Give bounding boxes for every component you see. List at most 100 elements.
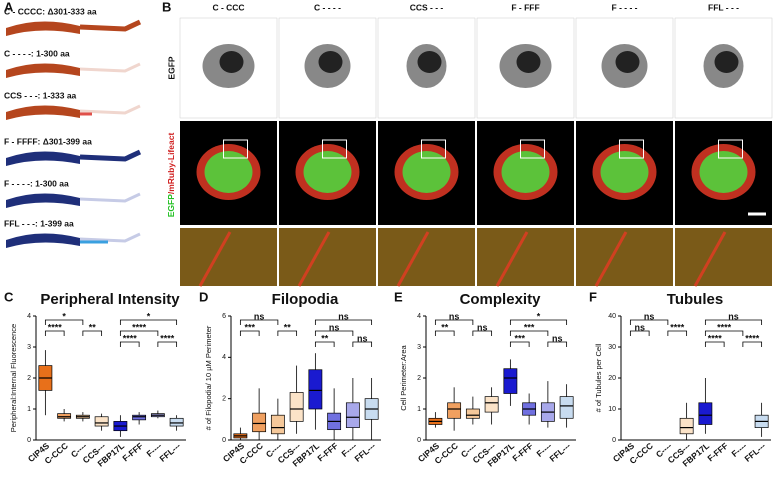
panel-letter: E [394,289,403,304]
significance-label: **** [132,322,147,332]
zoom-box [223,139,248,159]
significance-label: ns [728,311,739,321]
y-tick-label: 0 [417,437,421,444]
significance-bracket [119,341,140,347]
y-tick-label: 30 [608,344,616,351]
chart-title: Filopodia [272,291,339,308]
row-label: EGFP/mRuby-Lifeact [166,133,176,218]
y-axis-label: # of Filopodia/ 10 µM Perimeter [204,325,213,430]
y-tick-label: 2 [222,396,226,403]
y-tick-label: 4 [222,354,226,361]
protein-body [6,105,80,120]
protein-tail [79,62,141,73]
y-axis-label: Cell Perimeter:Area [399,344,408,410]
row-label: EGFP [166,56,176,79]
box [559,396,574,419]
significance-bracket [509,330,549,336]
significance-label: * [62,311,66,321]
filament [693,231,727,287]
significance-label: ns [254,311,265,321]
chart-title: Tubules [667,291,723,308]
significance-bracket [472,330,493,336]
significance-label: ns [634,322,645,332]
cell-green [303,151,352,193]
charts: C Peripheral Intensity Peripheral:Internal… [4,289,771,469]
cell-green [501,151,550,193]
significance-label: ns [552,333,563,343]
significance-bracket [629,319,669,325]
significance-bracket [239,319,279,325]
panel-letter: D [199,289,208,304]
protein-tail [79,192,141,203]
significance-bracket [434,319,474,325]
y-tick-label: 10 [608,406,616,413]
y-tick-label: 4 [417,313,421,320]
protein-body [6,63,80,78]
cell-green [600,151,649,193]
significance-label: ** [321,333,329,343]
column-header: FFL - - - [708,2,739,12]
filament [594,231,628,287]
construct-label: F - - - -: 1-300 aa [4,178,69,188]
box [679,417,694,435]
significance-label: **** [708,333,723,343]
significance-label: ns [338,311,349,321]
zoom-box [520,139,545,159]
cell-nucleus [615,51,640,73]
significance-bracket [277,330,298,336]
column-header: C - - - - [314,2,341,12]
protein-tail [79,149,142,162]
column-header: F - - - - [612,2,638,12]
cell-nucleus [417,51,442,73]
y-tick-label: 2 [27,375,31,382]
y-tick-label: 4 [27,313,31,320]
significance-bracket [629,330,650,336]
zoom-box [718,139,743,159]
y-tick-label: 40 [608,313,616,320]
significance-bracket [434,330,455,336]
significance-label: ns [329,322,340,332]
significance-label: ** [89,322,97,332]
filament [297,231,331,287]
significance-bracket [704,341,725,347]
box [169,417,184,427]
significance-bracket [667,330,688,336]
x-tick-label: FFL--- [547,440,572,463]
significance-label: **** [123,333,138,343]
protein-body [6,233,80,248]
significance-bracket [509,341,530,347]
x-tick-label: F-FFF [315,441,340,464]
significance-label: ** [284,322,292,332]
significance-label: **** [48,322,63,332]
y-tick-label: 0 [222,437,226,444]
significance-bracket [704,330,744,336]
significance-label: * [147,311,151,321]
panel-letter: C [4,289,14,304]
cell-green [204,151,253,193]
panel-a: C - CCCC: Δ301-333 aa C - - - -: 1-300 aa… [4,6,142,248]
significance-label: ns [477,322,488,332]
significance-label: **** [717,322,732,332]
panel-b: EGFP EGFP/mRuby-Lifeact C - CCC C - - - - CC… [166,2,773,287]
y-tick-label: 6 [222,313,226,320]
box [503,368,518,394]
cell-nucleus [318,51,343,73]
chart-title: Complexity [460,291,542,308]
y-tick-label: 3 [417,344,421,351]
significance-label: *** [514,333,525,343]
significance-label: ns [644,311,655,321]
box [465,408,480,419]
y-tick-label: 1 [417,406,421,413]
significance-bracket [314,319,373,325]
box [698,402,713,425]
box [345,402,360,428]
cell-nucleus [219,51,244,73]
significance-label: ** [441,322,449,332]
x-tick-label: FFL--- [157,440,182,463]
zoom-box [322,139,347,159]
column-header: F - FFF [511,2,539,12]
significance-bracket [44,319,84,325]
construct-label: CCS - - -: 1-333 aa [4,90,77,100]
y-axis-label: # of Tubules per Cell [594,343,603,412]
significance-bracket [314,341,335,347]
